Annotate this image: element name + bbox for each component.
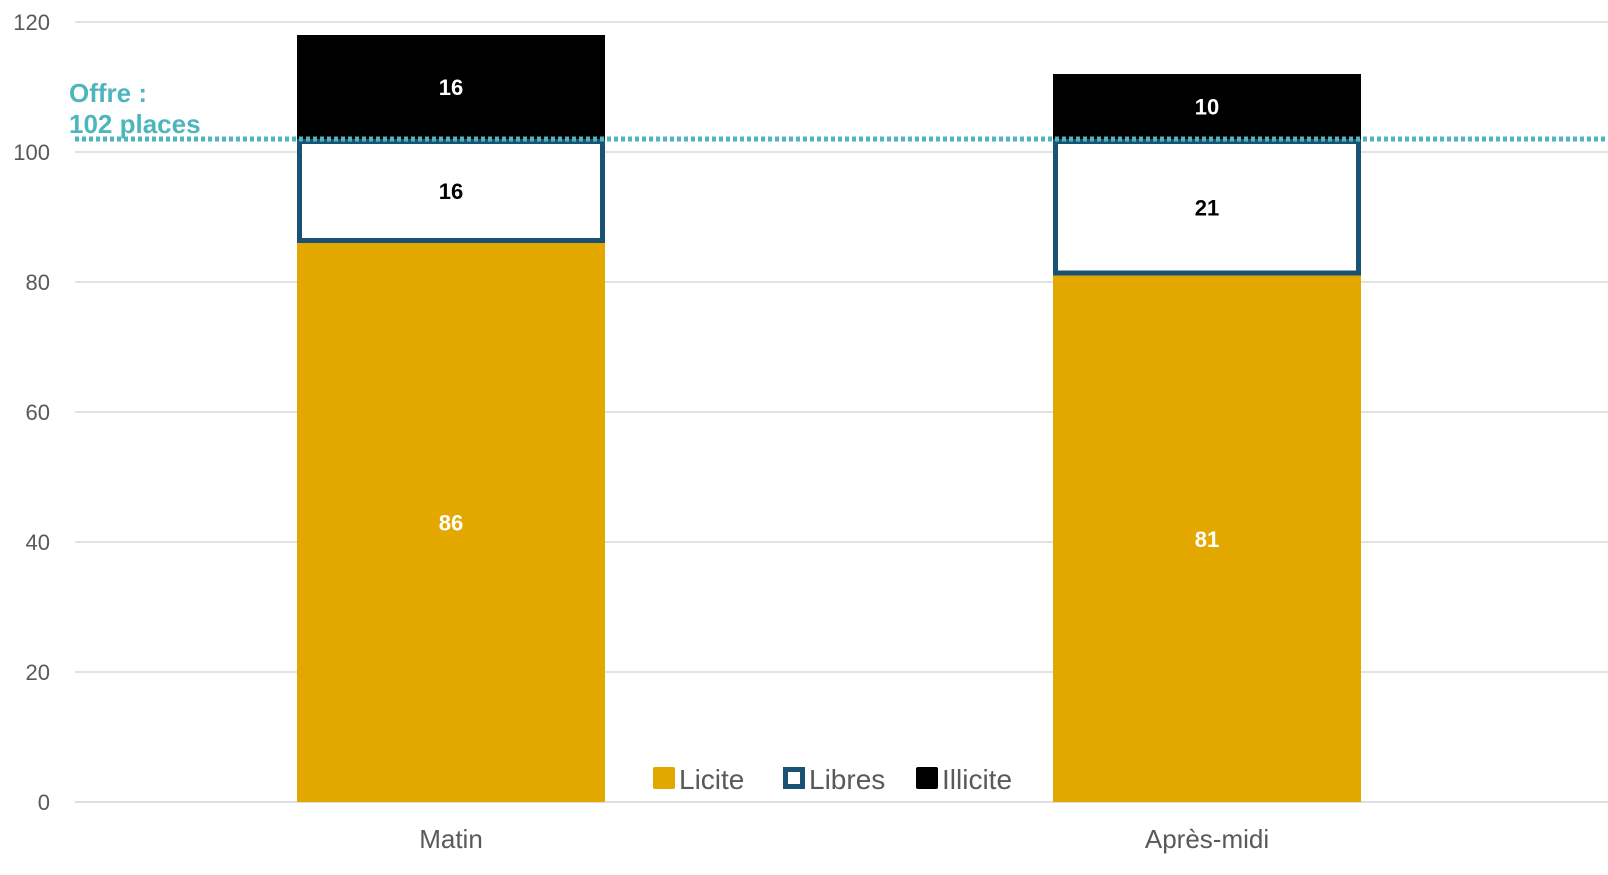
legend-label-libres: Libres [809, 764, 885, 795]
reference-line-group: Offre :102 places [69, 78, 1608, 142]
x-axis-ticks: Matin Après-midi [419, 824, 1269, 854]
y-tick-label: 40 [26, 530, 50, 555]
legend: Licite Libres Illicite [653, 764, 1012, 795]
y-tick-label: 120 [13, 10, 50, 35]
bar-segment-libres [1053, 139, 1361, 276]
data-label-illicite: 16 [439, 75, 463, 100]
reference-label-line2: 102 places [69, 109, 201, 139]
reference-label-line1: Offre : [69, 78, 147, 108]
y-tick-label: 100 [13, 140, 50, 165]
legend-label-illicite: Illicite [942, 764, 1012, 795]
data-label-libres: 16 [439, 179, 463, 204]
y-tick-label: 20 [26, 660, 50, 685]
bar-segment-licite [297, 243, 605, 802]
bar-segment-illicite [1053, 74, 1361, 139]
y-tick-label: 80 [26, 270, 50, 295]
x-tick-label: Matin [419, 824, 483, 854]
data-labels: 86 16 16 81 21 10 [439, 75, 1219, 552]
x-tick-label: Après-midi [1145, 824, 1269, 854]
legend-swatch-licite [653, 767, 675, 789]
legend-label-licite: Licite [679, 764, 744, 795]
data-label-illicite: 10 [1195, 95, 1219, 120]
legend-swatch-libres [783, 767, 805, 789]
y-tick-label: 0 [38, 790, 50, 815]
data-label-licite: 86 [439, 511, 463, 536]
bar-segment-libres [297, 139, 605, 243]
bar-segment-licite [1053, 275, 1361, 802]
legend-swatch-illicite [916, 767, 938, 789]
data-label-licite: 81 [1195, 527, 1219, 552]
bar-segment-illicite [297, 35, 605, 139]
y-tick-label: 60 [26, 400, 50, 425]
data-label-libres: 21 [1195, 195, 1219, 220]
bars [297, 35, 1361, 802]
y-axis-ticks: 0 20 40 60 80 100 120 [13, 10, 50, 815]
